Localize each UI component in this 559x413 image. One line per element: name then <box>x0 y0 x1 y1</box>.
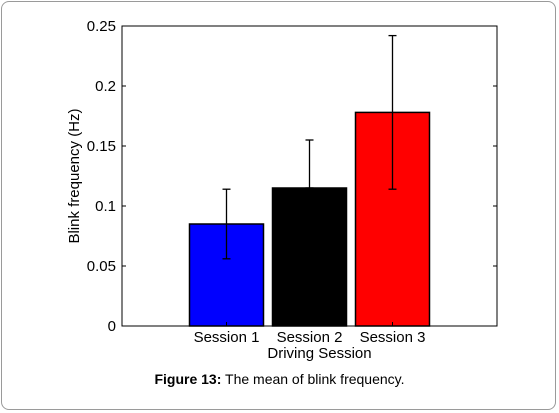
x-tick-label-2: Session 2 <box>277 329 343 346</box>
y-axis-ticks: 0 0.05 0.1 0.15 0.2 0.25 <box>87 18 497 335</box>
x-axis-ticks: Session 1 Session 2 Session 3 <box>194 322 426 346</box>
error-bars-group <box>222 34 397 260</box>
caption-text: The mean of blink frequency. <box>221 371 405 387</box>
x-tick-label-1: Session 1 <box>194 329 260 346</box>
figure-caption: Figure 13: The mean of blink frequency. <box>0 371 559 387</box>
y-tick-label-0: 0 <box>108 318 116 335</box>
y-tick-label-5: 0.25 <box>87 18 116 35</box>
bar-2 <box>271 187 348 327</box>
y-tick-label-3: 0.15 <box>87 138 116 155</box>
bar-chart: 00.050.10.150.20.25 Session 1 Session 2 Se… <box>66 18 498 362</box>
y-axis-label: Blink frequency (Hz) <box>66 108 83 243</box>
y-tick-label-4: 0.2 <box>95 78 116 95</box>
y-tick-label-1: 0.05 <box>87 258 116 275</box>
x-axis-label: Driving Session <box>267 345 371 362</box>
y-tick-label-2: 0.1 <box>95 198 116 215</box>
caption-label: Figure 13: <box>154 371 222 387</box>
x-tick-label-3: Session 3 <box>360 329 426 346</box>
